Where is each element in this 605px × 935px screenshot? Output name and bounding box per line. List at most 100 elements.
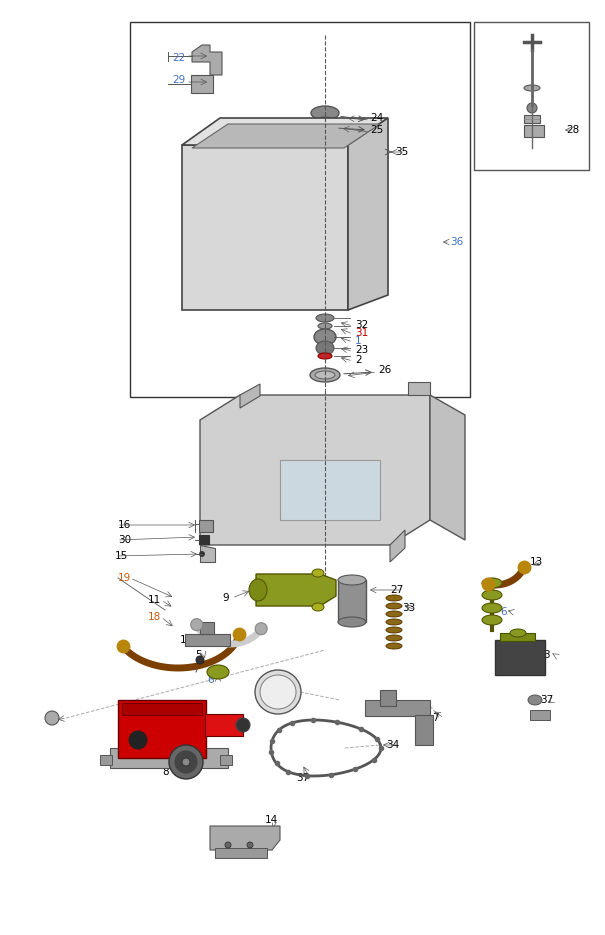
- Ellipse shape: [338, 617, 366, 627]
- Bar: [185, 634, 230, 646]
- Text: 35: 35: [395, 147, 408, 157]
- Ellipse shape: [386, 627, 402, 633]
- Ellipse shape: [191, 619, 203, 630]
- Ellipse shape: [249, 579, 267, 601]
- Text: 37: 37: [540, 695, 553, 705]
- Ellipse shape: [482, 603, 502, 613]
- Ellipse shape: [386, 611, 402, 617]
- Ellipse shape: [314, 117, 336, 127]
- Text: 2: 2: [355, 355, 362, 365]
- Bar: [122, 703, 202, 715]
- Bar: [495, 640, 545, 675]
- Ellipse shape: [528, 695, 542, 705]
- Ellipse shape: [310, 368, 340, 382]
- Bar: [118, 700, 206, 758]
- Polygon shape: [390, 530, 405, 562]
- Bar: [100, 755, 112, 765]
- Polygon shape: [430, 395, 465, 540]
- Ellipse shape: [311, 106, 339, 120]
- Text: 12: 12: [180, 635, 193, 645]
- Text: 36: 36: [450, 237, 463, 247]
- Ellipse shape: [386, 635, 402, 641]
- Ellipse shape: [225, 842, 231, 848]
- Bar: [205, 714, 243, 736]
- Text: 37: 37: [296, 773, 309, 783]
- Bar: [530, 710, 550, 720]
- Polygon shape: [192, 45, 222, 75]
- Text: 31: 31: [355, 328, 368, 338]
- Text: 3: 3: [543, 650, 549, 660]
- Text: 33: 33: [402, 603, 415, 613]
- Text: 16: 16: [118, 520, 131, 530]
- Text: 20: 20: [230, 846, 243, 856]
- Ellipse shape: [207, 665, 229, 679]
- Ellipse shape: [386, 619, 402, 625]
- Ellipse shape: [129, 731, 147, 749]
- Text: 17: 17: [258, 683, 271, 693]
- Text: 18: 18: [148, 612, 162, 622]
- Ellipse shape: [169, 745, 203, 779]
- Ellipse shape: [317, 124, 333, 132]
- Polygon shape: [408, 382, 430, 395]
- Bar: [199, 520, 213, 532]
- Ellipse shape: [338, 575, 366, 585]
- Text: 21: 21: [248, 831, 261, 841]
- Polygon shape: [200, 395, 430, 545]
- Bar: [524, 125, 544, 137]
- Text: 28: 28: [566, 125, 579, 135]
- Ellipse shape: [386, 603, 402, 609]
- Polygon shape: [348, 118, 388, 310]
- Bar: [524, 115, 540, 123]
- Polygon shape: [182, 145, 348, 310]
- Bar: [110, 748, 228, 768]
- Ellipse shape: [482, 590, 502, 600]
- Text: 9: 9: [222, 593, 229, 603]
- Text: 27: 27: [390, 585, 404, 595]
- Text: 30: 30: [118, 535, 131, 545]
- Text: 22: 22: [172, 53, 185, 63]
- Ellipse shape: [524, 85, 540, 91]
- Text: 29: 29: [172, 75, 185, 85]
- Bar: [365, 700, 430, 716]
- Bar: [200, 622, 214, 634]
- Polygon shape: [210, 826, 280, 850]
- Text: 26: 26: [378, 365, 391, 375]
- Text: 15: 15: [115, 551, 128, 561]
- Bar: [338, 580, 366, 622]
- Text: 8: 8: [162, 767, 169, 777]
- Ellipse shape: [316, 341, 334, 355]
- Ellipse shape: [482, 615, 502, 625]
- Text: 6: 6: [207, 675, 214, 685]
- Text: 5: 5: [195, 650, 201, 660]
- Polygon shape: [182, 118, 388, 145]
- Ellipse shape: [255, 623, 267, 635]
- Text: 11: 11: [148, 595, 162, 605]
- Ellipse shape: [510, 629, 526, 637]
- Text: 24: 24: [370, 113, 383, 123]
- Ellipse shape: [318, 353, 332, 359]
- Ellipse shape: [175, 751, 197, 773]
- Text: 19: 19: [118, 573, 131, 583]
- Text: 14: 14: [265, 815, 278, 825]
- Text: 4: 4: [130, 725, 137, 735]
- Text: 6: 6: [500, 607, 506, 617]
- Text: 25: 25: [370, 125, 383, 135]
- Bar: [220, 755, 232, 765]
- Bar: [191, 75, 213, 93]
- Bar: [474, 22, 589, 170]
- Text: 23: 23: [355, 345, 368, 355]
- Ellipse shape: [314, 329, 336, 345]
- Polygon shape: [256, 574, 336, 606]
- Bar: [280, 460, 380, 520]
- Text: 10: 10: [45, 715, 58, 725]
- Ellipse shape: [312, 603, 324, 611]
- Polygon shape: [240, 384, 260, 408]
- Ellipse shape: [255, 670, 301, 714]
- Ellipse shape: [527, 103, 537, 113]
- Ellipse shape: [386, 643, 402, 649]
- Ellipse shape: [182, 758, 190, 766]
- Bar: [380, 690, 396, 706]
- Ellipse shape: [316, 314, 334, 322]
- Ellipse shape: [260, 675, 296, 709]
- Ellipse shape: [200, 552, 204, 556]
